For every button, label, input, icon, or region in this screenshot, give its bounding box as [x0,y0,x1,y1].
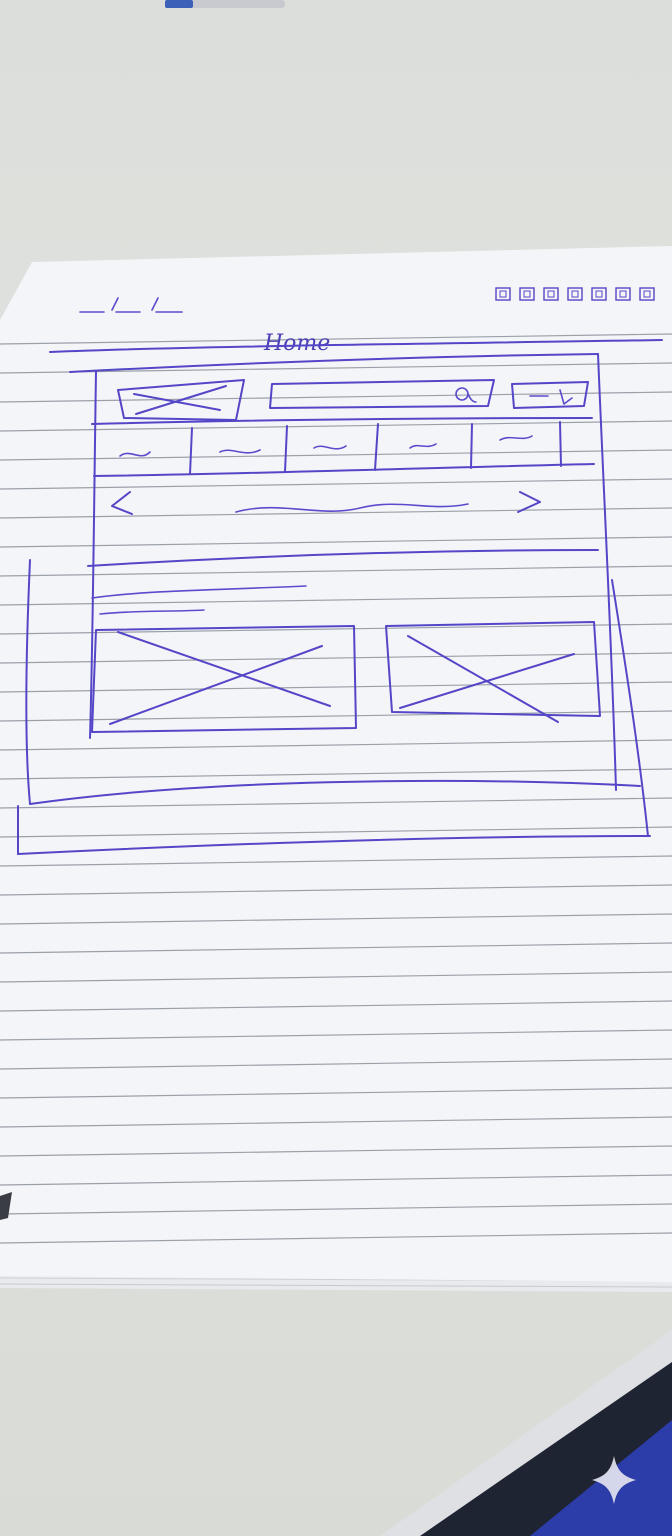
nav-tab-1[interactable] [119,451,151,457]
ruled-line [0,362,672,374]
ruled-line [0,652,672,664]
header-blanks [79,297,183,313]
ruled-line [0,1029,672,1041]
ruled-line [0,507,672,519]
window-controls [495,287,655,301]
window-control [519,287,535,301]
ruled-line [0,1087,672,1099]
ruled-line [0,710,672,722]
ruled-line [0,1145,672,1157]
ruled-line [0,768,672,780]
carousel-banner [87,491,599,567]
ruled-line [0,855,672,867]
ruled-line [0,478,672,490]
nav-tabs [91,417,595,477]
window-control-inner [643,290,651,298]
ruled-line [0,594,672,606]
window-control [543,287,559,301]
dark-object [380,1330,672,1536]
window-control [615,287,631,301]
image-placeholder-1 [91,625,357,733]
page-footer [17,559,651,855]
sparkle-icon [592,1456,636,1504]
search-bar[interactable] [269,379,495,409]
window-control [591,287,607,301]
window-control-inner [595,290,603,298]
ruled-line [0,1116,672,1128]
ruled-line [0,623,672,635]
window-control [639,287,655,301]
ruled-line [0,1203,672,1215]
nav-tab-3[interactable] [313,445,347,450]
ruled-line [0,1000,672,1012]
window-control [567,287,583,301]
ruled-line [0,739,672,751]
window-control [495,287,511,301]
nav-tab-5[interactable] [499,435,533,441]
chevron-left-icon[interactable] [111,491,133,515]
search-icon[interactable] [455,387,477,403]
ruled-line [0,681,672,693]
ruled-line [0,1174,672,1186]
window-control-inner [499,290,507,298]
ruled-line [0,797,672,809]
header-button[interactable] [511,381,589,409]
nav-tab-4[interactable] [409,443,437,449]
ruled-line [0,1058,672,1070]
pen-top [165,0,285,8]
nav-tab-2[interactable] [219,449,261,454]
window-control-inner [619,290,627,298]
ruled-line [0,971,672,983]
ruled-lines [0,333,672,1244]
marker-edge [0,1192,12,1220]
window-control-inner [547,290,555,298]
ruled-line [0,391,672,403]
ruled-line [0,536,672,548]
ruled-line [0,913,672,925]
ruled-line [0,1232,672,1244]
section-heading [91,585,307,615]
chevron-right-icon[interactable] [517,491,541,513]
ruled-line [0,565,672,577]
ruled-line [0,826,672,838]
window-control-inner [571,290,579,298]
ruled-line [0,942,672,954]
image-placeholder-2 [385,621,601,723]
ruled-line [0,333,672,345]
paper-sheet [0,246,672,1282]
window-control-inner [523,290,531,298]
ruled-line [0,884,672,896]
page-title: Home [263,331,330,356]
